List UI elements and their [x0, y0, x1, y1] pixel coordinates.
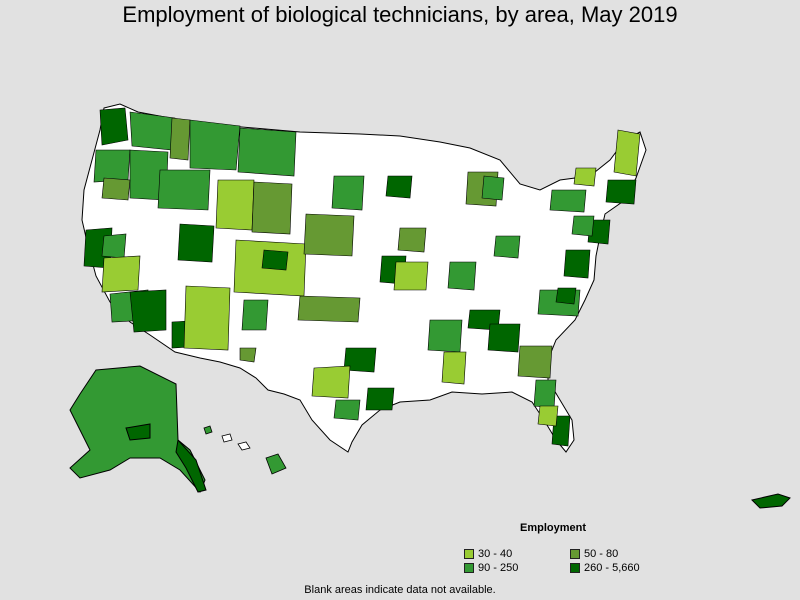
area-montana-east	[237, 127, 297, 177]
area-seattle	[99, 107, 129, 146]
employment-areas	[83, 107, 641, 447]
area-iowa	[397, 227, 427, 253]
area-idaho-south	[157, 169, 211, 211]
area-dc	[563, 249, 591, 279]
alaska-anchorage	[125, 423, 151, 441]
area-alabama	[441, 351, 467, 385]
area-portland	[93, 149, 131, 183]
area-sacramento	[101, 233, 127, 259]
area-missouri	[393, 261, 429, 291]
area-maine	[613, 129, 641, 177]
hawaii-islands	[203, 425, 287, 475]
legend-swatch-icon	[464, 549, 474, 559]
area-san-diego	[129, 289, 167, 333]
puerto-rico	[751, 493, 791, 509]
area-michigan	[481, 175, 505, 201]
area-vermont	[573, 167, 597, 187]
legend-label: 50 - 80	[584, 548, 619, 560]
area-mississippi	[427, 319, 463, 353]
area-wyoming-east	[251, 181, 293, 235]
area-boston	[605, 179, 637, 205]
area-pa	[571, 215, 595, 237]
footnote: Blank areas indicate data not available.	[304, 584, 496, 596]
map-legend: Employment 30 - 40 50 - 80 90 - 250 260 …	[462, 520, 662, 580]
area-wyoming-west	[215, 179, 255, 231]
area-utah	[177, 223, 215, 263]
area-sc	[517, 345, 553, 379]
area-indiana	[447, 261, 477, 291]
area-ny-upstate	[549, 189, 587, 213]
area-flagstaff	[241, 299, 269, 331]
legend-item-90-250: 90 - 250	[464, 562, 518, 574]
legend-swatch-icon	[570, 563, 580, 573]
legend-swatch-icon	[464, 563, 474, 573]
area-atlanta	[487, 323, 521, 353]
area-fl-north	[533, 379, 557, 409]
area-oklahoma	[297, 295, 361, 323]
area-fl-gulf	[537, 405, 559, 427]
alaska-panhandle	[175, 438, 207, 493]
area-nd	[331, 175, 365, 211]
legend-item-30-40: 30 - 40	[464, 548, 512, 560]
area-idaho-north	[169, 117, 191, 161]
area-or-east	[101, 177, 131, 201]
legend-label: 30 - 40	[478, 548, 513, 560]
legend-label: 90 - 250	[478, 562, 519, 574]
area-wa-east	[129, 111, 176, 151]
area-dallas	[343, 347, 377, 373]
area-albuquerque	[239, 347, 257, 363]
area-san-antonio	[333, 399, 361, 421]
area-denver	[261, 249, 289, 271]
area-montana-west	[189, 119, 241, 171]
area-ca-central	[101, 255, 141, 293]
area-nm	[183, 285, 231, 351]
legend-swatch-icon	[570, 549, 580, 559]
legend-item-50-80: 50 - 80	[570, 548, 618, 560]
area-tx-central	[311, 365, 351, 399]
area-houston	[365, 387, 395, 411]
legend-label: 260 - 5,660	[584, 562, 640, 574]
area-mn	[385, 175, 413, 199]
legend-title: Employment	[520, 522, 587, 534]
map-title: Employment of biological technicians, by…	[122, 2, 678, 27]
area-raleigh	[555, 287, 577, 305]
area-ohio	[493, 235, 521, 259]
legend-item-260-5660: 260 - 5,660	[570, 562, 640, 574]
area-nebraska	[303, 213, 355, 257]
